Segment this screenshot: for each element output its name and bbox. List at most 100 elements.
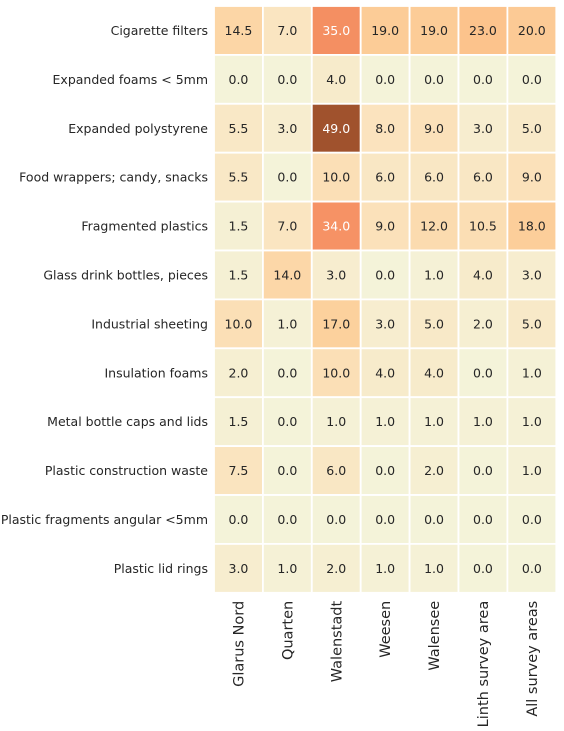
heatmap-cell — [506, 494, 558, 545]
cell-value-label: 0.0 — [277, 512, 297, 527]
column-label-all-survey-areas: All survey areas — [525, 601, 541, 717]
cell-value-labels: 14.5 7.0 35.0 19.0 19.0 23.0 20.0 0.0 0.0 4.0 0.0 0… — [225, 23, 546, 576]
cell-value-label: 1.0 — [424, 267, 444, 282]
cell-value-label: 0.0 — [522, 512, 542, 527]
column-label-glarus-nord: Glarus Nord — [231, 601, 247, 687]
heatmap-cell — [408, 445, 460, 496]
row-label-industrial-sheeting: Industrial sheeting — [91, 316, 208, 331]
heatmap-cell — [359, 298, 411, 350]
heatmap-cell — [213, 249, 264, 301]
heatmap-cell — [506, 298, 558, 350]
cell-value-label: 10.0 — [322, 170, 350, 185]
cell-value-label: 0.0 — [522, 72, 542, 87]
cell-value-label: 3.0 — [326, 267, 346, 282]
heatmap-cell — [213, 5, 264, 56]
cell-value-label: 3.0 — [473, 121, 493, 136]
column-label-weesen: Weesen — [378, 601, 394, 658]
cell-value-label: 0.0 — [375, 72, 395, 87]
heatmap-cell — [457, 445, 509, 496]
heatmap-cell — [359, 445, 411, 496]
heatmap-cell — [213, 200, 264, 252]
cell-value-label: 0.0 — [326, 512, 346, 527]
heatmap-cell — [506, 543, 558, 594]
heatmap-cell — [506, 445, 558, 496]
cell-value-label: 9.0 — [375, 219, 395, 234]
cell-value-label: 1.0 — [522, 414, 542, 429]
row-label-glass-drink-bottles-pieces: Glass drink bottles, pieces — [43, 267, 208, 282]
cell-value-label: 9.0 — [424, 121, 444, 136]
cell-value-label: 10.0 — [225, 316, 253, 331]
heatmap-cell — [310, 298, 362, 350]
cell-value-label: 0.0 — [473, 561, 493, 576]
heatmap-cell — [506, 54, 558, 105]
cell-value-label: 0.0 — [229, 512, 249, 527]
heatmap-cell — [261, 151, 313, 203]
cell-value-label: 6.0 — [375, 170, 395, 185]
heatmap-cell — [408, 347, 460, 399]
cell-value-label: 6.0 — [473, 170, 493, 185]
cell-value-label: 18.0 — [518, 219, 546, 234]
heatmap-cell — [457, 347, 509, 399]
heatmap-cell — [457, 298, 509, 350]
cell-value-label: 0.0 — [277, 72, 297, 87]
cell-value-label: 5.0 — [522, 121, 542, 136]
cell-value-label: 1.0 — [522, 463, 542, 478]
cell-value-label: 3.0 — [229, 561, 249, 576]
heatmap-cell — [408, 54, 460, 105]
heatmap-cell — [457, 5, 509, 56]
cell-value-label: 1.0 — [277, 561, 297, 576]
heatmap-cell — [310, 102, 362, 154]
column-label-linth-survey-area: Linth survey area — [476, 601, 492, 728]
cell-value-label: 5.5 — [229, 121, 249, 136]
cell-value-label: 0.0 — [473, 463, 493, 478]
row-label-food-wrappers-candy-snacks: Food wrappers; candy, snacks — [19, 170, 208, 185]
cell-value-label: 7.0 — [277, 23, 297, 38]
cell-value-label: 0.0 — [229, 72, 249, 87]
cell-value-label: 0.0 — [522, 561, 542, 576]
heatmap-cell — [213, 445, 264, 496]
cell-value-label: 4.0 — [424, 365, 444, 380]
cell-value-label: 1.0 — [424, 414, 444, 429]
cell-value-label: 0.0 — [375, 512, 395, 527]
heatmap-cell — [310, 54, 362, 105]
row-label-plastic-lid-rings: Plastic lid rings — [114, 561, 208, 576]
row-label-plastic-fragments-angular-5mm: Plastic fragments angular <5mm — [1, 512, 208, 527]
cell-value-label: 0.0 — [473, 72, 493, 87]
heatmap-cell — [213, 54, 264, 105]
cell-value-label: 19.0 — [420, 23, 448, 38]
cell-value-label: 49.0 — [322, 121, 350, 136]
cell-value-label: 10.5 — [469, 219, 497, 234]
heatmap-cell — [506, 102, 558, 154]
cell-value-label: 1.5 — [229, 414, 249, 429]
cell-value-label: 1.0 — [326, 414, 346, 429]
cell-value-label: 19.0 — [371, 23, 399, 38]
cell-value-label: 2.0 — [473, 316, 493, 331]
cell-value-label: 6.0 — [424, 170, 444, 185]
heatmap-cell — [457, 151, 509, 203]
cell-value-label: 5.5 — [229, 170, 249, 185]
heatmap-cell — [213, 347, 264, 399]
cell-value-label: 4.0 — [326, 72, 346, 87]
cell-value-label: 4.0 — [473, 267, 493, 282]
cell-value-label: 14.5 — [225, 23, 253, 38]
cell-value-label: 35.0 — [322, 23, 350, 38]
cell-value-label: 10.0 — [322, 365, 350, 380]
column-tick-labels: Glarus Nord Quarten Walenstadt Weesen Walens… — [231, 600, 540, 727]
cell-value-label: 5.0 — [522, 316, 542, 331]
cell-value-label: 6.0 — [326, 463, 346, 478]
cell-value-label: 12.0 — [420, 219, 448, 234]
cell-value-label: 0.0 — [375, 267, 395, 282]
cell-value-label: 0.0 — [277, 170, 297, 185]
cell-value-label: 3.0 — [375, 316, 395, 331]
cell-value-label: 17.0 — [322, 316, 350, 331]
row-label-cigarette-filters: Cigarette filters — [111, 23, 208, 38]
heatmap-cell — [310, 396, 362, 448]
heatmap-cell — [261, 494, 313, 545]
row-label-metal-bottle-caps-and-lids: Metal bottle caps and lids — [47, 414, 208, 429]
cell-value-label: 23.0 — [469, 23, 497, 38]
cell-value-label: 5.0 — [424, 316, 444, 331]
heatmap-cell — [310, 494, 362, 545]
cell-value-label: 0.0 — [277, 463, 297, 478]
row-label-plastic-construction-waste: Plastic construction waste — [45, 463, 208, 478]
heatmap-cell — [408, 396, 460, 448]
